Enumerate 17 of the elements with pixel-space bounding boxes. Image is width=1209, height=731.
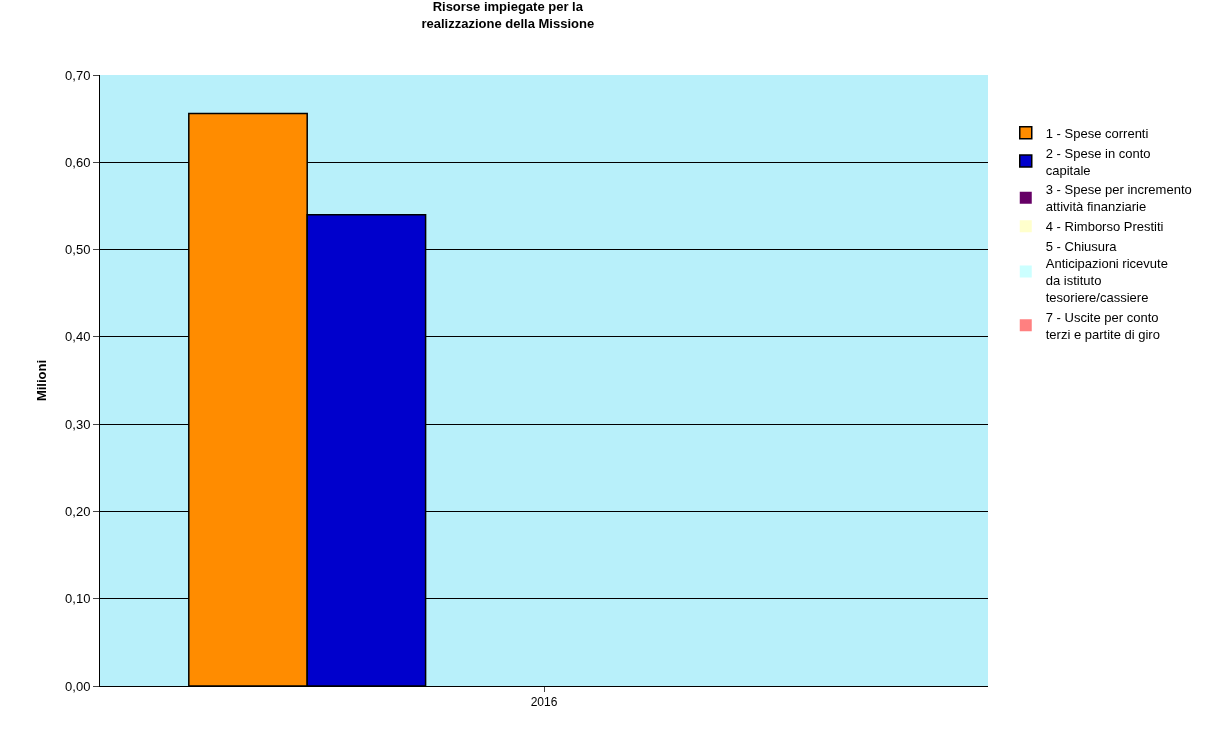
legend-label: 1 - Spese correnti (1045, 125, 1149, 141)
y-tick-label: 0,10 (65, 591, 91, 607)
legend-label: 5 - Chiusura Anticipazioni ricevute da istituto tesoriere/cassiere (1045, 239, 1168, 305)
chart-title: Risorse impiegate per la realizzazione della Missione (421, 0, 595, 31)
y-tick-label: 0,30 (65, 416, 91, 432)
legend-label: 7 - Uscite per conto terzi e partite di giro (1045, 309, 1160, 342)
y-tick-label: 0,20 (65, 503, 91, 519)
x-tick-label: 2016 (530, 695, 558, 710)
y-tick-label: 0,70 (65, 67, 91, 83)
y-tick-label: 0,50 (65, 242, 91, 258)
legend-label: 3 - Spese per incremento attività finanziarie (1045, 182, 1192, 215)
y-axis-title: Milioni (34, 359, 50, 402)
legend-label: 2 - Spese in conto capitale (1045, 145, 1151, 178)
legend-label: 4 - Rimborso Prestiti (1045, 219, 1164, 235)
y-tick-label: 0,00 (65, 678, 91, 694)
y-tick-label: 0,60 (65, 154, 91, 170)
y-tick-label: 0,40 (65, 329, 91, 345)
